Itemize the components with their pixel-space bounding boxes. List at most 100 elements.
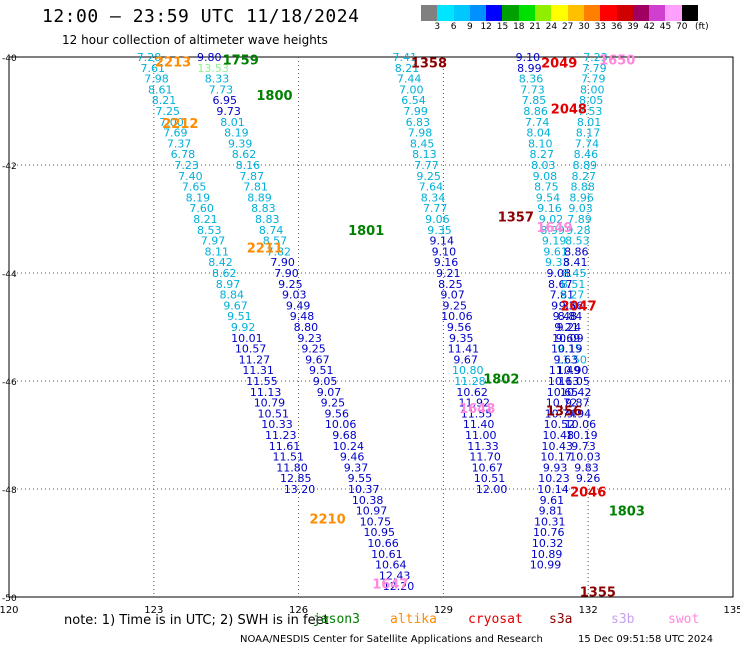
wave-height-label: 10.03 — [569, 451, 601, 464]
wave-height-label: 7.73 — [209, 83, 234, 96]
wave-height-label: 7.25 — [156, 105, 181, 118]
wave-height-label: 9.25 — [321, 397, 346, 410]
colorbar-ticks: 3 6 9 12 15 18 21 24 27 30 33 36 39 42 45 70 (ft) — [421, 22, 740, 34]
wave-height-label: 9.56 — [324, 407, 349, 420]
colorbar-tick-label: 45 — [659, 22, 672, 32]
wave-height-label: 6.83 — [406, 116, 431, 129]
y-tick-label: -44 — [2, 270, 17, 280]
wave-height-label: 10.19 — [566, 429, 598, 442]
wave-height-label: 9.28 — [566, 224, 591, 237]
wave-height-label: 7.23 — [174, 159, 199, 172]
wave-height-label: 9.33 — [551, 299, 576, 312]
wave-height-label: 11.49 — [549, 364, 581, 377]
wave-height-label: 10.52 — [544, 418, 576, 431]
wave-height-label: 7.53 — [578, 105, 603, 118]
wave-height-label: 10.06 — [325, 418, 357, 431]
wave-height-label: 10.75 — [360, 515, 392, 528]
wave-height-label: 11.23 — [265, 429, 297, 442]
y-tick-label: -46 — [2, 378, 17, 388]
wave-height-label: 8.84 — [558, 310, 583, 323]
wave-height-label: 10.01 — [231, 332, 263, 345]
wave-height-label: 8.89 — [247, 191, 272, 204]
wave-height-label: 8.86 — [564, 245, 589, 258]
wave-height-label: 7.85 — [522, 94, 547, 107]
wave-height-label: 9.16 — [434, 256, 459, 269]
wave-height-label: 9.93 — [543, 461, 568, 474]
wave-height-label: 9.48 — [553, 310, 578, 323]
colorbar-tick-label: 70 — [676, 22, 688, 32]
wave-height-label: 10.89 — [531, 548, 563, 561]
wave-height-label: 10.43 — [541, 440, 573, 453]
wave-height-label: 8.25 — [438, 278, 463, 291]
wave-height-label: 7.74 — [575, 137, 600, 150]
wave-height-label: 7.73 — [520, 83, 545, 96]
wave-height-label: 7.28 — [137, 51, 162, 64]
colorbar-tick-label: 42 — [643, 22, 655, 32]
wave-height-label: 8.61 — [148, 83, 173, 96]
wave-height-label: 11.33 — [467, 440, 499, 453]
colorbar-cell — [421, 5, 438, 21]
colorbar-cell — [583, 5, 601, 21]
wave-height-label: 10.99 — [530, 559, 562, 572]
wave-height-label: 10.37 — [348, 483, 380, 496]
wave-height-label: 9.21 — [436, 267, 461, 280]
colorbar-unit: (ft) — [695, 22, 709, 32]
pass-time-label: 1358 — [411, 56, 447, 71]
wave-height-label: 10.33 — [261, 418, 293, 431]
wave-height-label: 9.35 — [449, 332, 474, 345]
pass-time-label: 2211 — [247, 242, 283, 257]
y-tick-label: -42 — [2, 162, 17, 172]
wave-height-label: 9.03 — [282, 289, 307, 302]
pass-time-label: 1356 — [546, 405, 582, 420]
wave-height-label: 8.41 — [563, 256, 588, 269]
wave-height-label: 9.07 — [317, 386, 342, 399]
wave-height-label: 9.35 — [427, 224, 452, 237]
wave-height-label: 10.62 — [456, 386, 488, 399]
colorbar-cell — [486, 5, 503, 21]
pass-time-label: 1803 — [609, 505, 645, 520]
wave-height-label: 10.65 — [547, 386, 579, 399]
wave-height-label: 9.92 — [231, 321, 256, 334]
chart-title: 12:00 – 23:59 UTC 11/18/2024 — [42, 6, 360, 27]
wave-height-label: 8.42 — [208, 256, 233, 269]
wave-height-label: 13.20 — [284, 483, 316, 496]
pass-time-label: 1801 — [348, 224, 384, 239]
wave-height-label: 11.40 — [463, 418, 495, 431]
wave-height-label: 7.60 — [189, 202, 214, 215]
wave-height-label: 9.61 — [540, 494, 565, 507]
wave-height-label: 7.87 — [240, 170, 265, 183]
wave-height-label: 9.48 — [290, 310, 315, 323]
wave-height-label: 8.36 — [519, 73, 544, 86]
colorbar-cell — [535, 5, 552, 21]
wave-height-label: 10.72 — [546, 397, 578, 410]
wave-height-label: 7.90 — [270, 256, 295, 269]
wave-height-label: 8.53 — [197, 224, 222, 237]
wave-height-label: 10.17 — [540, 451, 572, 464]
pass-time-label: 1648 — [459, 402, 495, 417]
y-tick-label: -40 — [2, 54, 17, 64]
colorbar-tick-label: 33 — [594, 22, 607, 32]
wave-height-label: 8.01 — [577, 116, 602, 129]
legend-s3a: s3a — [549, 612, 573, 627]
wave-height-label: 9.49 — [286, 299, 311, 312]
x-tick-label: 129 — [434, 605, 453, 616]
colorbar-cell — [681, 5, 699, 21]
legend-jason3: jason3 — [313, 612, 360, 627]
wave-height-label: 9.19 — [542, 235, 567, 248]
colorbar-cell — [453, 5, 470, 21]
wave-height-label: 7.65 — [182, 181, 207, 194]
pass-time-label: 1355 — [580, 586, 616, 601]
x-tick-label: 135 — [723, 605, 740, 616]
wave-height-label: 12.20 — [383, 580, 415, 593]
wave-height-label: 9.54 — [536, 191, 561, 204]
wave-height-label: 13.53 — [197, 62, 229, 75]
wave-height-label: 9.67 — [305, 353, 330, 366]
wave-height-label: 9.24 — [557, 321, 582, 334]
wave-height-label: 11.13 — [250, 386, 282, 399]
wave-height-label: 9.73 — [571, 440, 596, 453]
colorbar-cell — [518, 5, 536, 21]
wave-height-label: 8.83 — [251, 202, 276, 215]
wave-height-label: 7.74 — [525, 116, 550, 129]
pass-time-label: 1647 — [372, 578, 408, 593]
